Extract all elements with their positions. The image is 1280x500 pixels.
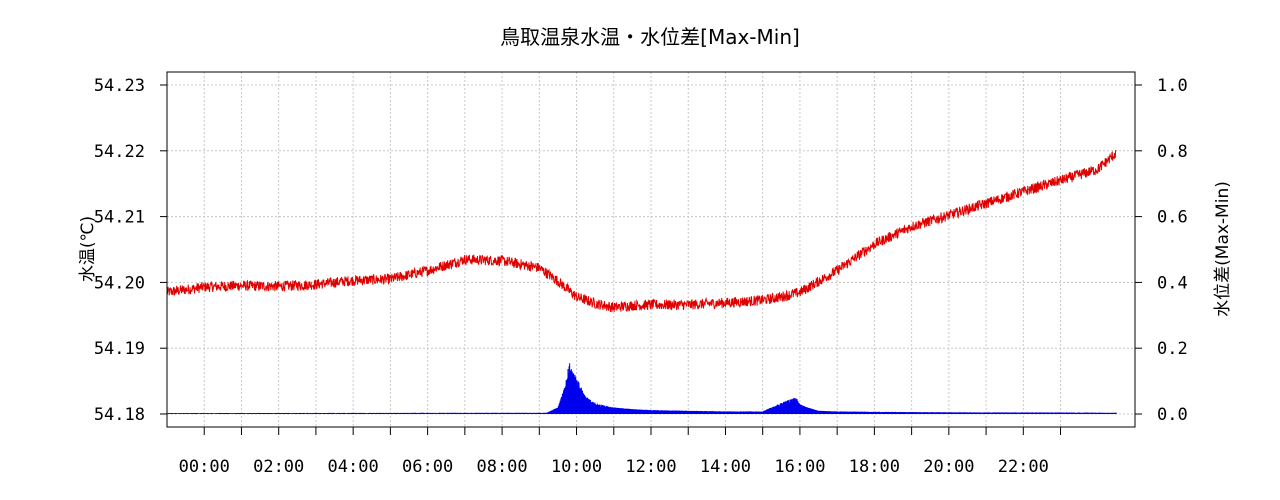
series-group xyxy=(166,150,1117,414)
x-tick-label: 06:00 xyxy=(402,457,453,477)
y-right-tick-label: 0.6 xyxy=(1157,208,1188,228)
x-tick-label: 22:00 xyxy=(998,457,1049,477)
y-left-tick-label: 54.23 xyxy=(94,76,145,96)
y-right-tick-label: 0.2 xyxy=(1157,339,1188,359)
x-tick-label: 16:00 xyxy=(774,457,825,477)
y-left-tick-label: 54.18 xyxy=(94,405,145,425)
y-axis-right-title: 水位差(Max-Min) xyxy=(1213,181,1233,317)
y-right-tick-label: 1.0 xyxy=(1157,76,1188,96)
x-tick-label: 12:00 xyxy=(625,457,676,477)
x-tick-label: 10:00 xyxy=(551,457,602,477)
y-right-tick-label: 0.8 xyxy=(1157,142,1188,162)
x-tick-label: 20:00 xyxy=(923,457,974,477)
water-temperature-series xyxy=(166,150,1117,313)
y-right-tick-label: 0.0 xyxy=(1157,405,1188,425)
x-tick-label: 08:00 xyxy=(476,457,527,477)
y-right-tick-label: 0.4 xyxy=(1157,273,1188,293)
chart-title: 鳥取温泉水温・水位差[Max-Min] xyxy=(500,25,800,49)
x-tick-label: 14:00 xyxy=(700,457,751,477)
axes: 54.18 54.19 54.20 54.21 54.22 54.23 0.0 0.2 0.4 0… xyxy=(94,76,1188,477)
y-left-tick-label: 54.22 xyxy=(94,142,145,162)
y-left-tick-label: 54.21 xyxy=(94,208,145,228)
x-tick-label: 04:00 xyxy=(328,457,379,477)
x-tick-label: 00:00 xyxy=(179,457,230,477)
y-axis-left-title: 水温(℃) xyxy=(78,216,98,282)
x-tick-label: 02:00 xyxy=(253,457,304,477)
water-level-diff-series xyxy=(166,363,1117,414)
grid xyxy=(167,72,1135,427)
y-left-tick-label: 54.20 xyxy=(94,273,145,293)
x-tick-label: 18:00 xyxy=(849,457,900,477)
y-left-tick-label: 54.19 xyxy=(94,339,145,359)
